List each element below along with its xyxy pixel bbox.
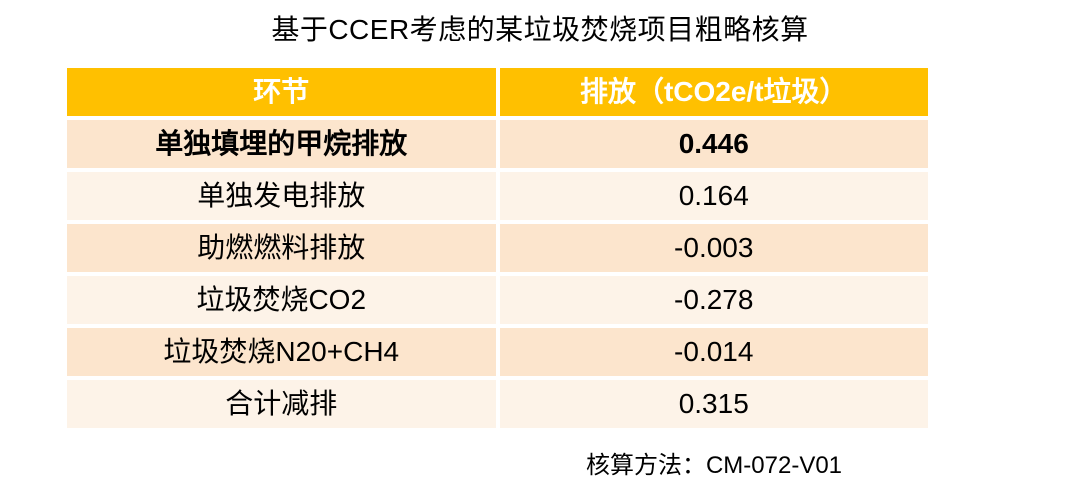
emissions-table: 环节 排放（tCO2e/t垃圾） 单独填埋的甲烷排放 0.446 单独发电排放 …	[67, 68, 928, 428]
row-label: 单独发电排放	[67, 172, 496, 220]
row-value: -0.014	[499, 328, 928, 376]
table-row-incineration-co2: 垃圾焚烧CO2 -0.278	[67, 276, 928, 324]
row-label: 合计减排	[67, 380, 496, 428]
row-label: 垃圾焚烧CO2	[67, 276, 496, 324]
table-row-auxiliary-fuel: 助燃燃料排放 -0.003	[67, 224, 928, 272]
row-label: 单独填埋的甲烷排放	[67, 120, 496, 168]
column-header-emission: 排放（tCO2e/t垃圾）	[499, 68, 928, 116]
row-label: 助燃燃料排放	[67, 224, 496, 272]
row-label: 垃圾焚烧N20+CH4	[67, 328, 496, 376]
table-row-landfill-methane: 单独填埋的甲烷排放 0.446	[67, 120, 928, 168]
slide: 基于CCER考虑的某垃圾焚烧项目粗略核算 环节 排放（tCO2e/t垃圾） 单独…	[0, 8, 1080, 480]
table-row-incineration-n2o-ch4: 垃圾焚烧N20+CH4 -0.014	[67, 328, 928, 376]
footer-note: 核算方法：CM-072-V01	[500, 445, 928, 480]
table-row-power-generation: 单独发电排放 0.164	[67, 172, 928, 220]
page-title: 基于CCER考虑的某垃圾焚烧项目粗略核算	[271, 14, 809, 45]
table-row-total-reduction: 合计减排 0.315	[67, 380, 928, 428]
row-value: -0.278	[499, 276, 928, 324]
row-value: 0.315	[499, 380, 928, 428]
column-header-stage: 环节	[67, 68, 496, 116]
accounting-method-label: 核算方法：CM-072-V01	[585, 452, 843, 479]
row-value: 0.446	[499, 120, 928, 168]
row-value: 0.164	[499, 172, 928, 220]
table-header-row: 环节 排放（tCO2e/t垃圾）	[67, 68, 928, 116]
row-value: -0.003	[499, 224, 928, 272]
